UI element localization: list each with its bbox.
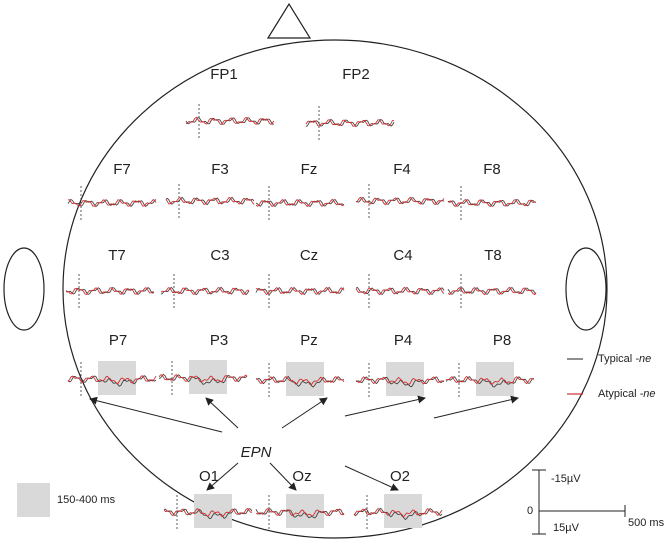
scale-zero: 0 [527, 505, 533, 517]
electrode-label: FP2 [342, 66, 370, 83]
legend-entry: Atypical -ne [598, 388, 656, 400]
head [62, 39, 608, 539]
electrode-label: Cz [300, 247, 318, 264]
erp-trace [65, 287, 155, 295]
erp-trace [67, 198, 157, 208]
electrode-label: T8 [484, 247, 502, 264]
scale-negative: -15µV [551, 473, 581, 485]
scale-positive: 15µV [553, 522, 580, 534]
scale-bar [532, 469, 626, 535]
erp-trace [305, 119, 395, 127]
electrode-label: O2 [390, 468, 410, 485]
epn-arrows [89, 395, 519, 491]
epn-window [286, 494, 324, 528]
erp-trace [355, 286, 445, 296]
electrode-label: O1 [199, 468, 219, 485]
erp-trace [353, 508, 443, 518]
erp-trace [353, 507, 443, 521]
electrode-label: P3 [210, 332, 228, 349]
electrode-label: Fz [301, 161, 318, 178]
component-label: EPN [241, 444, 272, 461]
legend-entry: Typical -ne [598, 353, 651, 365]
epn-window [189, 360, 227, 394]
window-swatch [17, 483, 50, 517]
erp-trace [67, 375, 157, 385]
waveforms [65, 104, 537, 529]
electrode-label: Pz [300, 332, 318, 349]
erp-trace [67, 375, 157, 387]
electrode-label: T7 [108, 247, 126, 264]
erp-trace [185, 117, 275, 125]
electrode-label: F3 [211, 161, 229, 178]
erp-trace [67, 199, 157, 207]
electrode-label: C4 [393, 247, 412, 264]
electrode-label: F7 [113, 161, 131, 178]
erp-trace [445, 375, 535, 386]
erp-trace [255, 376, 345, 386]
epn-window [384, 494, 422, 528]
erp-trace [255, 287, 345, 296]
electrode-label: F4 [393, 161, 411, 178]
epn-window [386, 362, 424, 396]
electrode-label: Oz [292, 468, 311, 485]
erp-trace [165, 196, 255, 206]
right-ear [565, 247, 607, 331]
erp-trace [447, 286, 537, 296]
erp-trace [255, 286, 345, 295]
electrode-label: P4 [394, 332, 412, 349]
erp-trace [255, 508, 345, 517]
scale-time: 500 ms [628, 517, 665, 529]
erp-trace [355, 376, 445, 386]
left-ear [3, 247, 45, 331]
electrode-label: C3 [210, 247, 229, 264]
erp-trace [447, 199, 537, 207]
erp-trace [158, 374, 248, 383]
nose [266, 2, 312, 39]
erp-trace [185, 116, 275, 126]
electrode-label: FP1 [210, 66, 238, 83]
erp-trace [447, 287, 537, 295]
electrode-label: P7 [109, 332, 127, 349]
erp-trace [160, 287, 250, 295]
erp-trace [355, 196, 445, 206]
electrode-label: F8 [483, 161, 501, 178]
window-label: 150-400 ms [57, 494, 116, 506]
erp-trace [255, 198, 345, 208]
electrode-labels: FP1 FP2 F7 F3 Fz F4 F8 T7 C3 Cz C4 T8 P7 P3 Pz P4 P8 O1 Oz… [108, 66, 511, 485]
erp-trace [447, 198, 537, 207]
erp-trace [255, 508, 345, 519]
epn-window [286, 362, 324, 396]
epn-window [98, 361, 136, 395]
erp-trace [163, 508, 253, 518]
electrode-label: P8 [493, 332, 511, 349]
